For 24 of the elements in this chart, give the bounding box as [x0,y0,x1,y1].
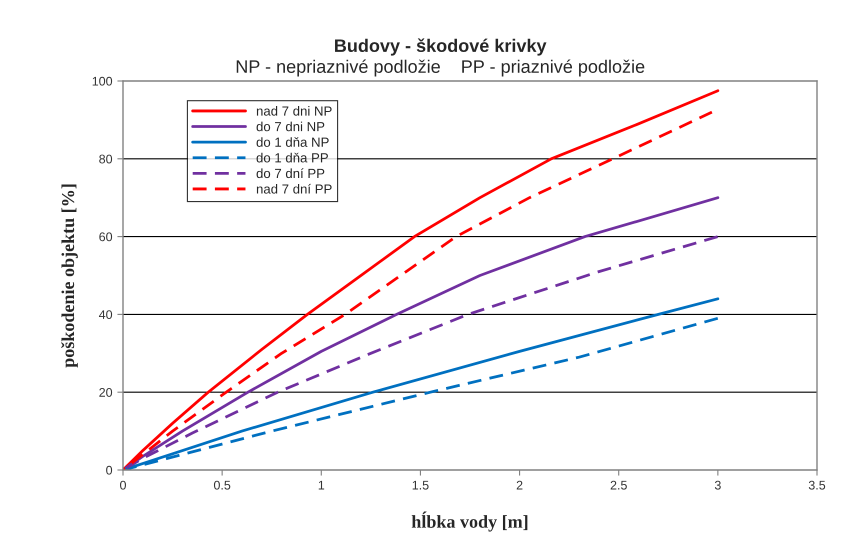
y-tick-label: 20 [99,388,112,397]
x-tick-label: 3 [714,480,721,490]
x-tick-label: 2 [516,480,522,490]
x-axis-title: hĺbka vody [m] [412,512,528,532]
legend-label: do 7 dni NP [256,122,324,132]
y-tick-label: 80 [99,154,112,164]
legend-label: do 1 dňa NP [256,137,329,147]
x-tick-label: 1 [318,480,324,490]
x-tick-label: 1.5 [412,480,429,490]
y-tick-label: 60 [99,232,112,242]
y-tick-label: 40 [98,310,112,320]
legend-label: do 7 dní PP [256,168,324,178]
y-tick-label: 0 [106,466,112,475]
chart-subtitle: NP - nepriaznivé podložie PP - priaznivé podložie [236,59,644,77]
x-tick-label: 0 [120,480,126,490]
legend-label: do 1 dňa PP [256,152,328,162]
y-axis-title: poškodenie objektu [%] [61,184,78,368]
x-tick-label: 0.5 [214,480,230,490]
chart-title: Budovy - škodové krivky [335,38,546,56]
x-tick-label: 3.5 [808,480,826,490]
legend-label: nad 7 dni NP [256,106,332,116]
x-tick-label: 2.5 [610,480,627,490]
y-tick-label: 100 [92,76,112,86]
legend-label: nad 7 dní PP [256,184,332,194]
